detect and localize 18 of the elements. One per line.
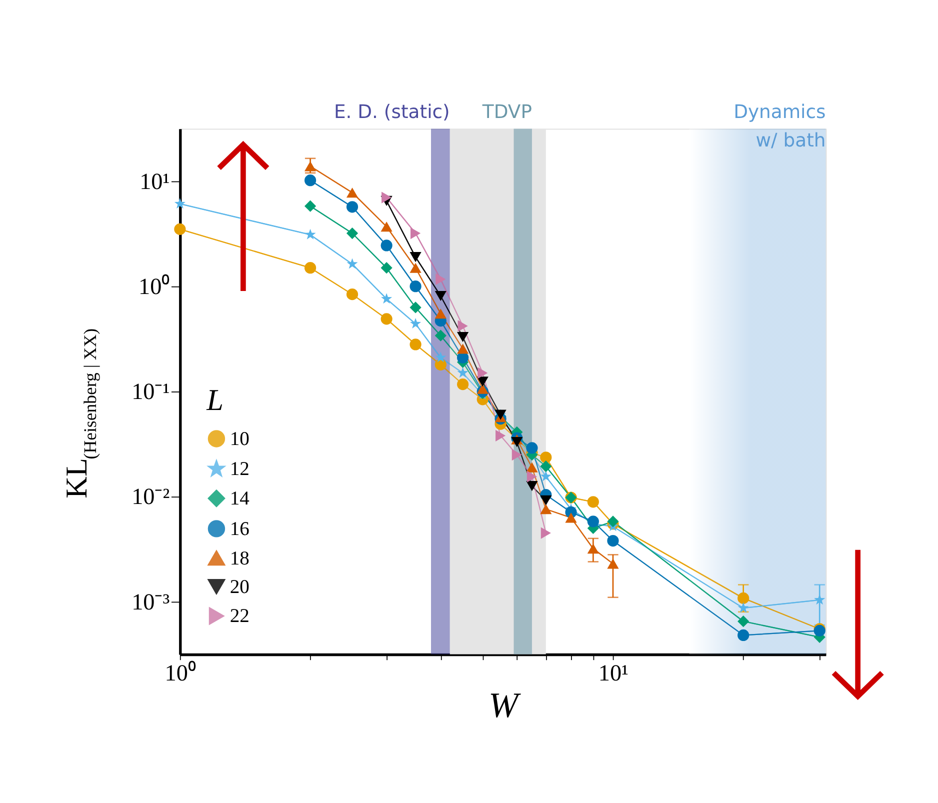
legend-label: 12 — [230, 459, 250, 480]
legend-label: 10 — [230, 428, 250, 450]
y-axis-title: KL(Heisenberg | XX) — [59, 328, 100, 498]
y-tick-label: 10¹ — [140, 168, 170, 195]
band-label: E. D. (static) — [334, 102, 450, 124]
legend-label: 18 — [230, 548, 250, 570]
band-label: TDVP — [481, 102, 532, 124]
y-tick-label: 10⁰ — [138, 274, 170, 300]
y-tick-label: 10⁻³ — [132, 589, 170, 616]
legend-title: L — [206, 383, 224, 418]
legend-label: 22 — [230, 606, 250, 628]
x-axis-title: W — [488, 685, 522, 726]
band-label: Dynamics w/ bath — [734, 102, 826, 152]
legend-label: 20 — [230, 576, 250, 598]
legend-label: 14 — [230, 488, 250, 510]
y-tick-label: 10⁻² — [132, 484, 170, 510]
y-tick-label: 10⁻¹ — [132, 379, 170, 406]
legend-label: 16 — [230, 518, 250, 540]
